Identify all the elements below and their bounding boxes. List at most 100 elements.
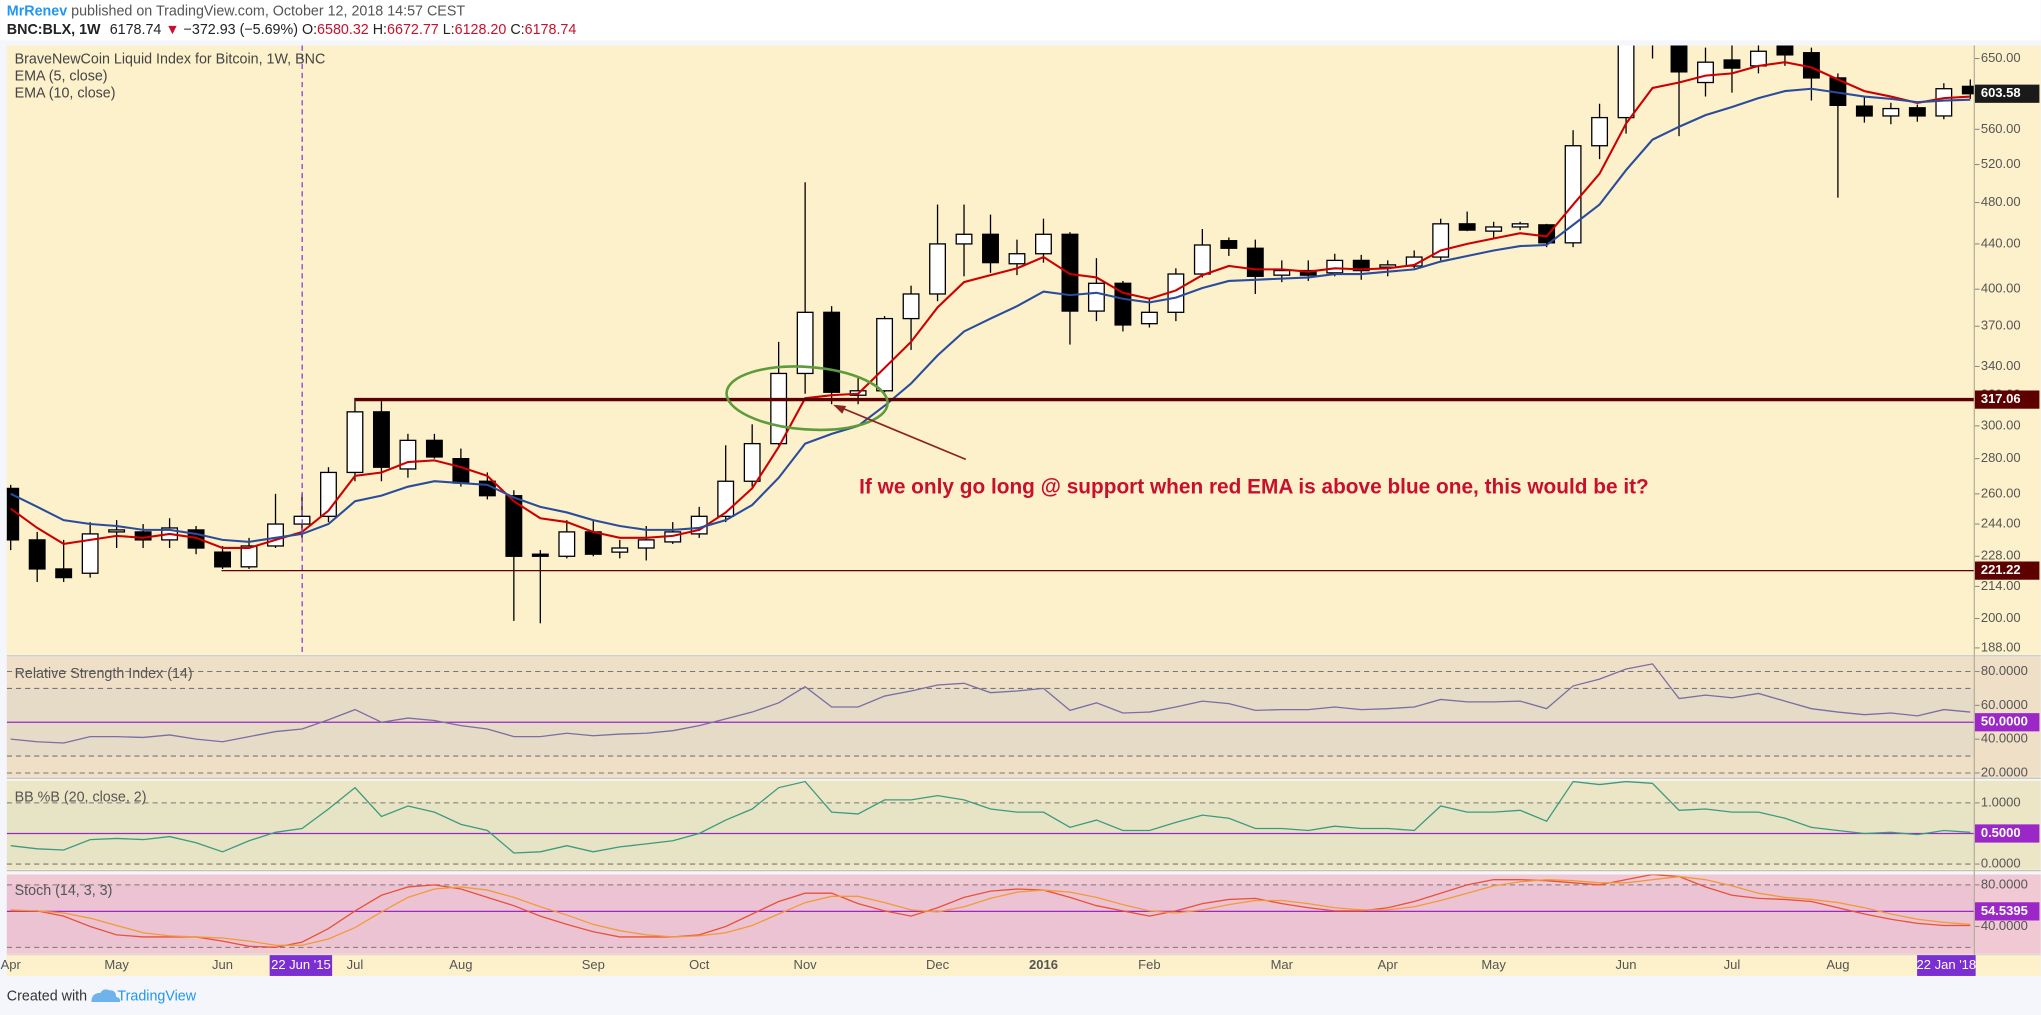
candle-body [452,458,470,484]
candle-body [1458,223,1476,231]
x-tick-label: Aug [1826,957,1849,972]
change-arrow: ▼ [165,22,179,38]
marker-date: 22 Jun '15 [271,957,331,972]
candle-body [823,311,841,393]
candle-body [1591,116,1609,147]
candle-body [1961,85,1975,95]
last-price-label-box [1974,84,2040,103]
arrow-head [833,404,847,414]
change: −372.93 (−5.69%) [184,22,298,38]
footer-created: Created with [7,989,87,1005]
candle-body [1220,240,1238,249]
candle-body [81,533,99,574]
midline-label: 54.5395 [1981,903,2028,918]
header-bg [0,0,2041,41]
close: 6178.74 [525,22,577,38]
candle-body [1008,253,1026,265]
y-tick-label: 520.00 [1981,156,2021,171]
y-tick-label: 40.0000 [1981,918,2028,933]
candle-body [240,545,258,568]
candle-body [1697,61,1714,84]
candle-body [1140,311,1158,325]
y-tick-label: 340.00 [1981,358,2021,373]
cursor-date: 22 Jan '18 [1917,957,1977,972]
candle-body [796,311,814,375]
ema-line [10,87,1971,543]
candle-body [108,529,126,533]
low-label: L: [443,22,455,38]
candle-body [1855,105,1873,117]
candle-body [611,547,629,553]
candle-body [558,531,576,557]
midline-label-box [1974,713,2040,732]
candle-body [1087,282,1105,312]
y-tick-label: 650.00 [1981,50,2021,65]
candle-body [372,411,390,468]
candle-body [531,553,549,557]
brand-logo [91,989,121,1002]
candle-body [1617,45,1635,119]
candle-body [955,233,973,245]
candle-body [717,480,735,517]
midline-label: 0.5000 [1981,825,2021,840]
open: 6580.32 [317,22,369,38]
x-tick-label: May [1481,957,1506,972]
candle-body [1908,107,1926,117]
candle-body [1273,269,1291,276]
candle-body [1935,88,1953,117]
x-tick-label: Sep [582,957,605,972]
marker-date-box [269,955,333,976]
pane [6,874,1975,948]
candle-body [1379,264,1397,268]
y-tick-label: 370.00 [1981,318,2021,333]
candle-body [637,539,655,549]
candle-body [1485,226,1503,232]
indicator-line [10,874,1971,948]
candle-body [346,411,364,474]
indicator-title: BB %B (20, close, 2) [15,789,147,805]
midline-label-box [1974,902,2040,921]
candle-body [1670,45,1688,73]
legend-entry: EMA (5, close) [15,69,108,85]
y-tick-label: 80.0000 [1981,876,2028,891]
y-tick-label: 80.0000 [1981,663,2028,678]
indicator-line [10,663,1971,744]
candle-body [1352,259,1370,272]
candle-body [425,439,443,458]
annotation: If we only go long @ support when red EM… [859,475,1649,498]
y-tick-label: 40.0000 [1981,731,2028,746]
candle-body [1538,224,1556,244]
header-line-1: MrRenev published on TradingView.com, Oc… [7,3,466,19]
x-tick-label: Dec [926,957,950,972]
indicator-title: Stoch (14, 3, 3) [15,883,113,899]
indicator-line [10,875,1971,946]
x-tick-label: Apr [1378,957,1399,972]
y-tick-label: 1.0000 [1981,794,2021,809]
candle-body [1882,107,1900,117]
y-tick-label: 60.0000 [1981,697,2028,712]
candle-body [876,317,894,392]
candle-body [1299,269,1317,276]
legend-entry: EMA (10, close) [15,85,116,101]
level-label: 221.22 [1981,562,2021,577]
candle-body [1749,50,1767,67]
x-tick-label: Apr [1,957,22,972]
low: 6128.20 [455,22,507,38]
candle-body [267,523,284,547]
author: MrRenev [7,3,67,19]
candle-body [505,495,523,557]
candle-body [1326,259,1344,274]
y-tick-label: 560.00 [1981,121,2021,136]
indicator-title: Relative Strength Index (14) [15,666,193,682]
high-label: H: [373,22,387,38]
open-label: O: [302,22,317,38]
indicator-line [10,780,1971,854]
candle-body [929,243,947,295]
level-label: 317.06 [1981,391,2021,406]
level-label-box [1974,390,2040,409]
highlight-ellipse [725,365,889,432]
pane [6,780,1975,865]
candle-body [1723,59,1741,69]
cursor-date-box [1917,955,1976,976]
